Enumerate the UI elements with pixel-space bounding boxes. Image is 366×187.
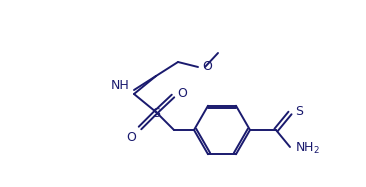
Text: S: S	[152, 107, 160, 119]
Text: O: O	[202, 59, 212, 73]
Text: NH: NH	[111, 79, 130, 92]
Text: NH$_2$: NH$_2$	[295, 140, 320, 156]
Text: O: O	[126, 131, 136, 144]
Text: S: S	[295, 105, 303, 117]
Text: O: O	[177, 87, 187, 99]
